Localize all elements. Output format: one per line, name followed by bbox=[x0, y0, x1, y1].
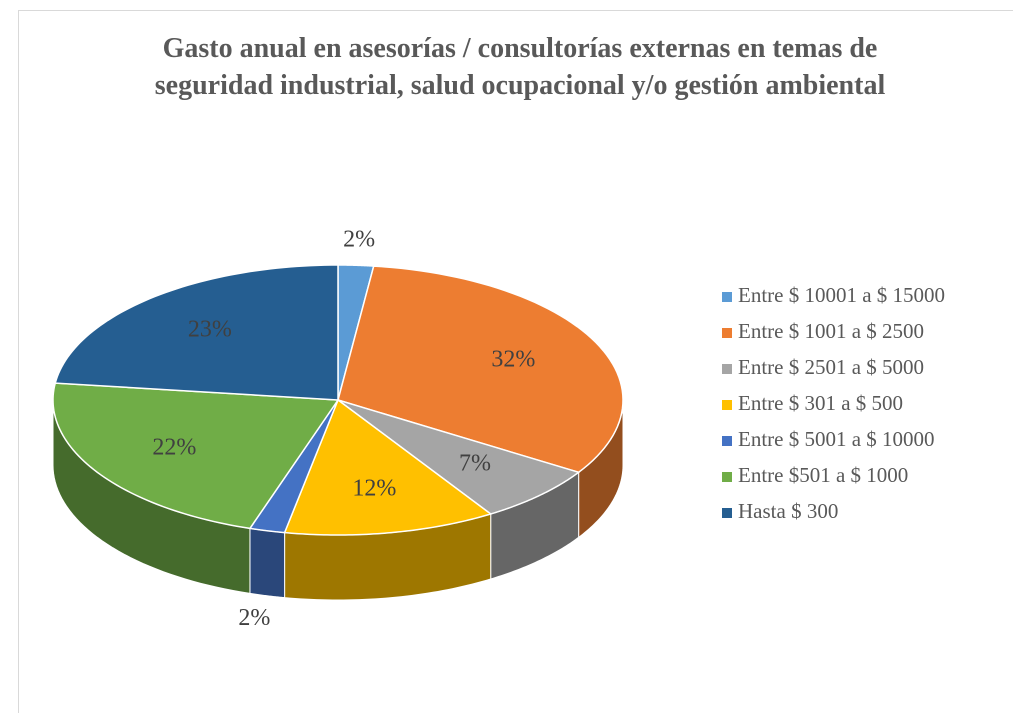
slice bbox=[283, 398, 493, 536]
legend-swatch bbox=[722, 508, 732, 518]
data-label: 7% bbox=[459, 450, 491, 476]
legend-swatch bbox=[722, 364, 732, 374]
data-label: 2% bbox=[238, 605, 270, 631]
slice bbox=[337, 399, 581, 515]
legend-label: Entre $ 2501 a $ 5000 bbox=[738, 355, 924, 379]
legend-label: Entre $ 301 a $ 500 bbox=[738, 391, 903, 415]
legend-label: Entre $ 5001 a $ 10000 bbox=[738, 427, 935, 451]
chart-title: Gasto anual en asesorías / consultorías … bbox=[154, 33, 886, 101]
slice-side bbox=[249, 527, 286, 599]
data-label: 22% bbox=[152, 435, 196, 461]
legend-swatch bbox=[722, 436, 732, 446]
legend-label: Entre $ 1001 a $ 2500 bbox=[738, 319, 924, 343]
legend-swatch bbox=[722, 472, 732, 482]
legend-label: Entre $501 a $ 1000 bbox=[738, 463, 908, 487]
data-label: 32% bbox=[491, 346, 535, 372]
legend-swatch bbox=[722, 400, 732, 410]
legend-label: Entre $ 10001 a $ 15000 bbox=[738, 283, 945, 307]
data-label: 12% bbox=[352, 476, 396, 502]
slice bbox=[52, 382, 340, 530]
data-label: 23% bbox=[188, 317, 232, 343]
legend-label: Hasta $ 300 bbox=[738, 499, 838, 523]
chart-frame bbox=[18, 10, 1013, 713]
slice bbox=[54, 264, 339, 401]
legend-swatch bbox=[722, 328, 732, 338]
legend-swatch bbox=[722, 292, 732, 302]
data-label: 2% bbox=[343, 227, 375, 253]
